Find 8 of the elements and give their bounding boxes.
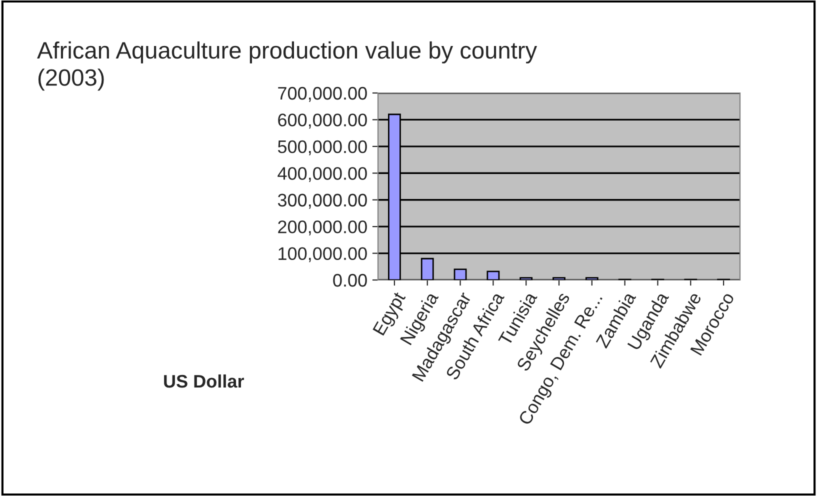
y-tick-label: 500,000.00: [278, 140, 367, 156]
y-tick-label: 600,000.00: [278, 114, 367, 129]
y-tick-label: 400,000.00: [278, 167, 367, 182]
y-axis-title: US Dollar: [164, 374, 244, 388]
y-tick-label: 300,000.00: [278, 194, 367, 209]
y-tick-label: 0.00: [333, 274, 367, 287]
y-tick-label: 100,000.00: [278, 247, 367, 262]
y-tick-label: 200,000.00: [278, 220, 367, 236]
